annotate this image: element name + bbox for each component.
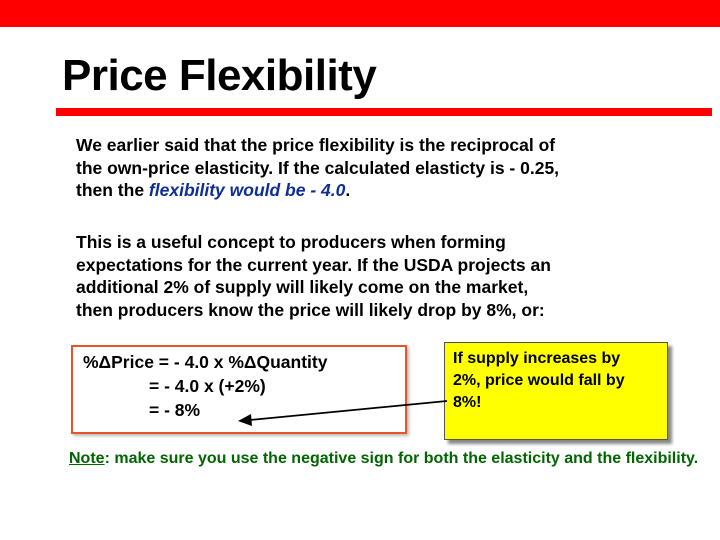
callout-line: If supply increases by: [453, 350, 621, 367]
callout-line: 8%!: [453, 394, 482, 411]
equation-box: [71, 345, 407, 434]
callout-box: [444, 342, 668, 440]
paragraph-reciprocal: We earlier said that the price flexibili…: [76, 134, 676, 202]
top-accent-bar: [0, 0, 720, 27]
paragraph-line: then producers know the price will likel…: [76, 299, 545, 320]
note-body: : make sure you use the negative sign fo…: [104, 450, 699, 467]
callout-arrow-icon: [238, 400, 448, 426]
paragraph-line: the own-price elasticity. If the calcula…: [76, 157, 560, 178]
equation-line-3: = - 8%: [149, 400, 201, 420]
paragraph-usefulness: This is a useful concept to producers wh…: [76, 231, 696, 321]
paragraph-line: expectations for the current year. If th…: [76, 254, 551, 275]
equation-line-1: %ΔPrice = - 4.0 x %ΔQuantity: [83, 352, 328, 372]
callout-line: 2%, price would fall by: [453, 372, 625, 389]
title-underline-rule: [56, 108, 712, 116]
note-label: Note: [69, 450, 105, 467]
note-text: Note: make sure you use the negative sig…: [69, 448, 709, 470]
paragraph-line: We earlier said that the price flexibili…: [76, 135, 556, 155]
equation-line-2: = - 4.0 x (+2%): [149, 376, 266, 396]
slide-title: Price Flexibility: [62, 51, 377, 100]
paragraph-line: then the flexibility would be - 4.0.: [76, 179, 676, 202]
paragraph-line: additional 2% of supply will likely come…: [76, 277, 529, 297]
line-suffix: .: [345, 180, 351, 200]
line-prefix: then the: [76, 180, 149, 200]
highlighted-phrase: flexibility would be - 4.0: [148, 180, 346, 200]
paragraph-line: This is a useful concept to producers wh…: [76, 232, 506, 252]
callout-text: If supply increases by 2%, price would f…: [453, 348, 667, 414]
